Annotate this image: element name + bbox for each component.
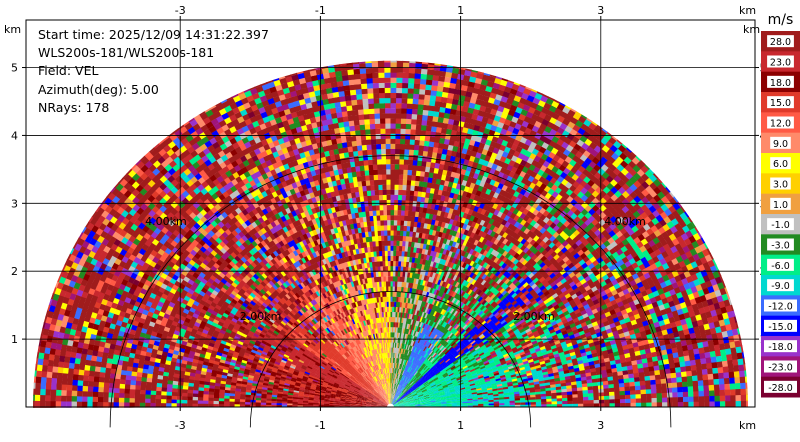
- radar-cell: [652, 402, 657, 407]
- radar-cell: [683, 401, 688, 407]
- radar-cell: [615, 399, 621, 404]
- radar-cell: [709, 401, 714, 407]
- radar-cell: [583, 403, 589, 407]
- radar-cell: [646, 402, 651, 407]
- radar-cell: [694, 401, 700, 407]
- radar-cell: [725, 400, 731, 407]
- radar-cell: [594, 403, 600, 407]
- radar-cell: [741, 400, 747, 407]
- radar-cell: [678, 401, 684, 407]
- radar-cell: [636, 402, 641, 407]
- radar-cell: [715, 395, 721, 402]
- radar-cell: [604, 403, 610, 407]
- radar-cell: [657, 402, 663, 407]
- radar-cell: [688, 396, 694, 402]
- radar-cell: [673, 401, 678, 407]
- radar-cell: [746, 394, 748, 401]
- radar-cell: [641, 402, 647, 407]
- radar-cell: [688, 401, 694, 407]
- radar-cell: [704, 401, 710, 407]
- radar-cell: [693, 396, 699, 402]
- radar-cell: [746, 388, 748, 395]
- radar-cell: [720, 400, 725, 407]
- radar-cell: [683, 396, 689, 402]
- radar-cell: [631, 402, 637, 407]
- radar-cell: [720, 395, 726, 402]
- radar-cell: [625, 402, 630, 407]
- radar-cell: [730, 400, 736, 407]
- radar-cell: [620, 402, 626, 407]
- radar-cell: [662, 402, 667, 407]
- radar-cell: [609, 399, 615, 404]
- radar-cell: [589, 403, 594, 407]
- radar-cell: [599, 403, 604, 407]
- radar-cell: [699, 401, 704, 407]
- radar-cell: [736, 400, 741, 407]
- radar-cell: [746, 400, 748, 407]
